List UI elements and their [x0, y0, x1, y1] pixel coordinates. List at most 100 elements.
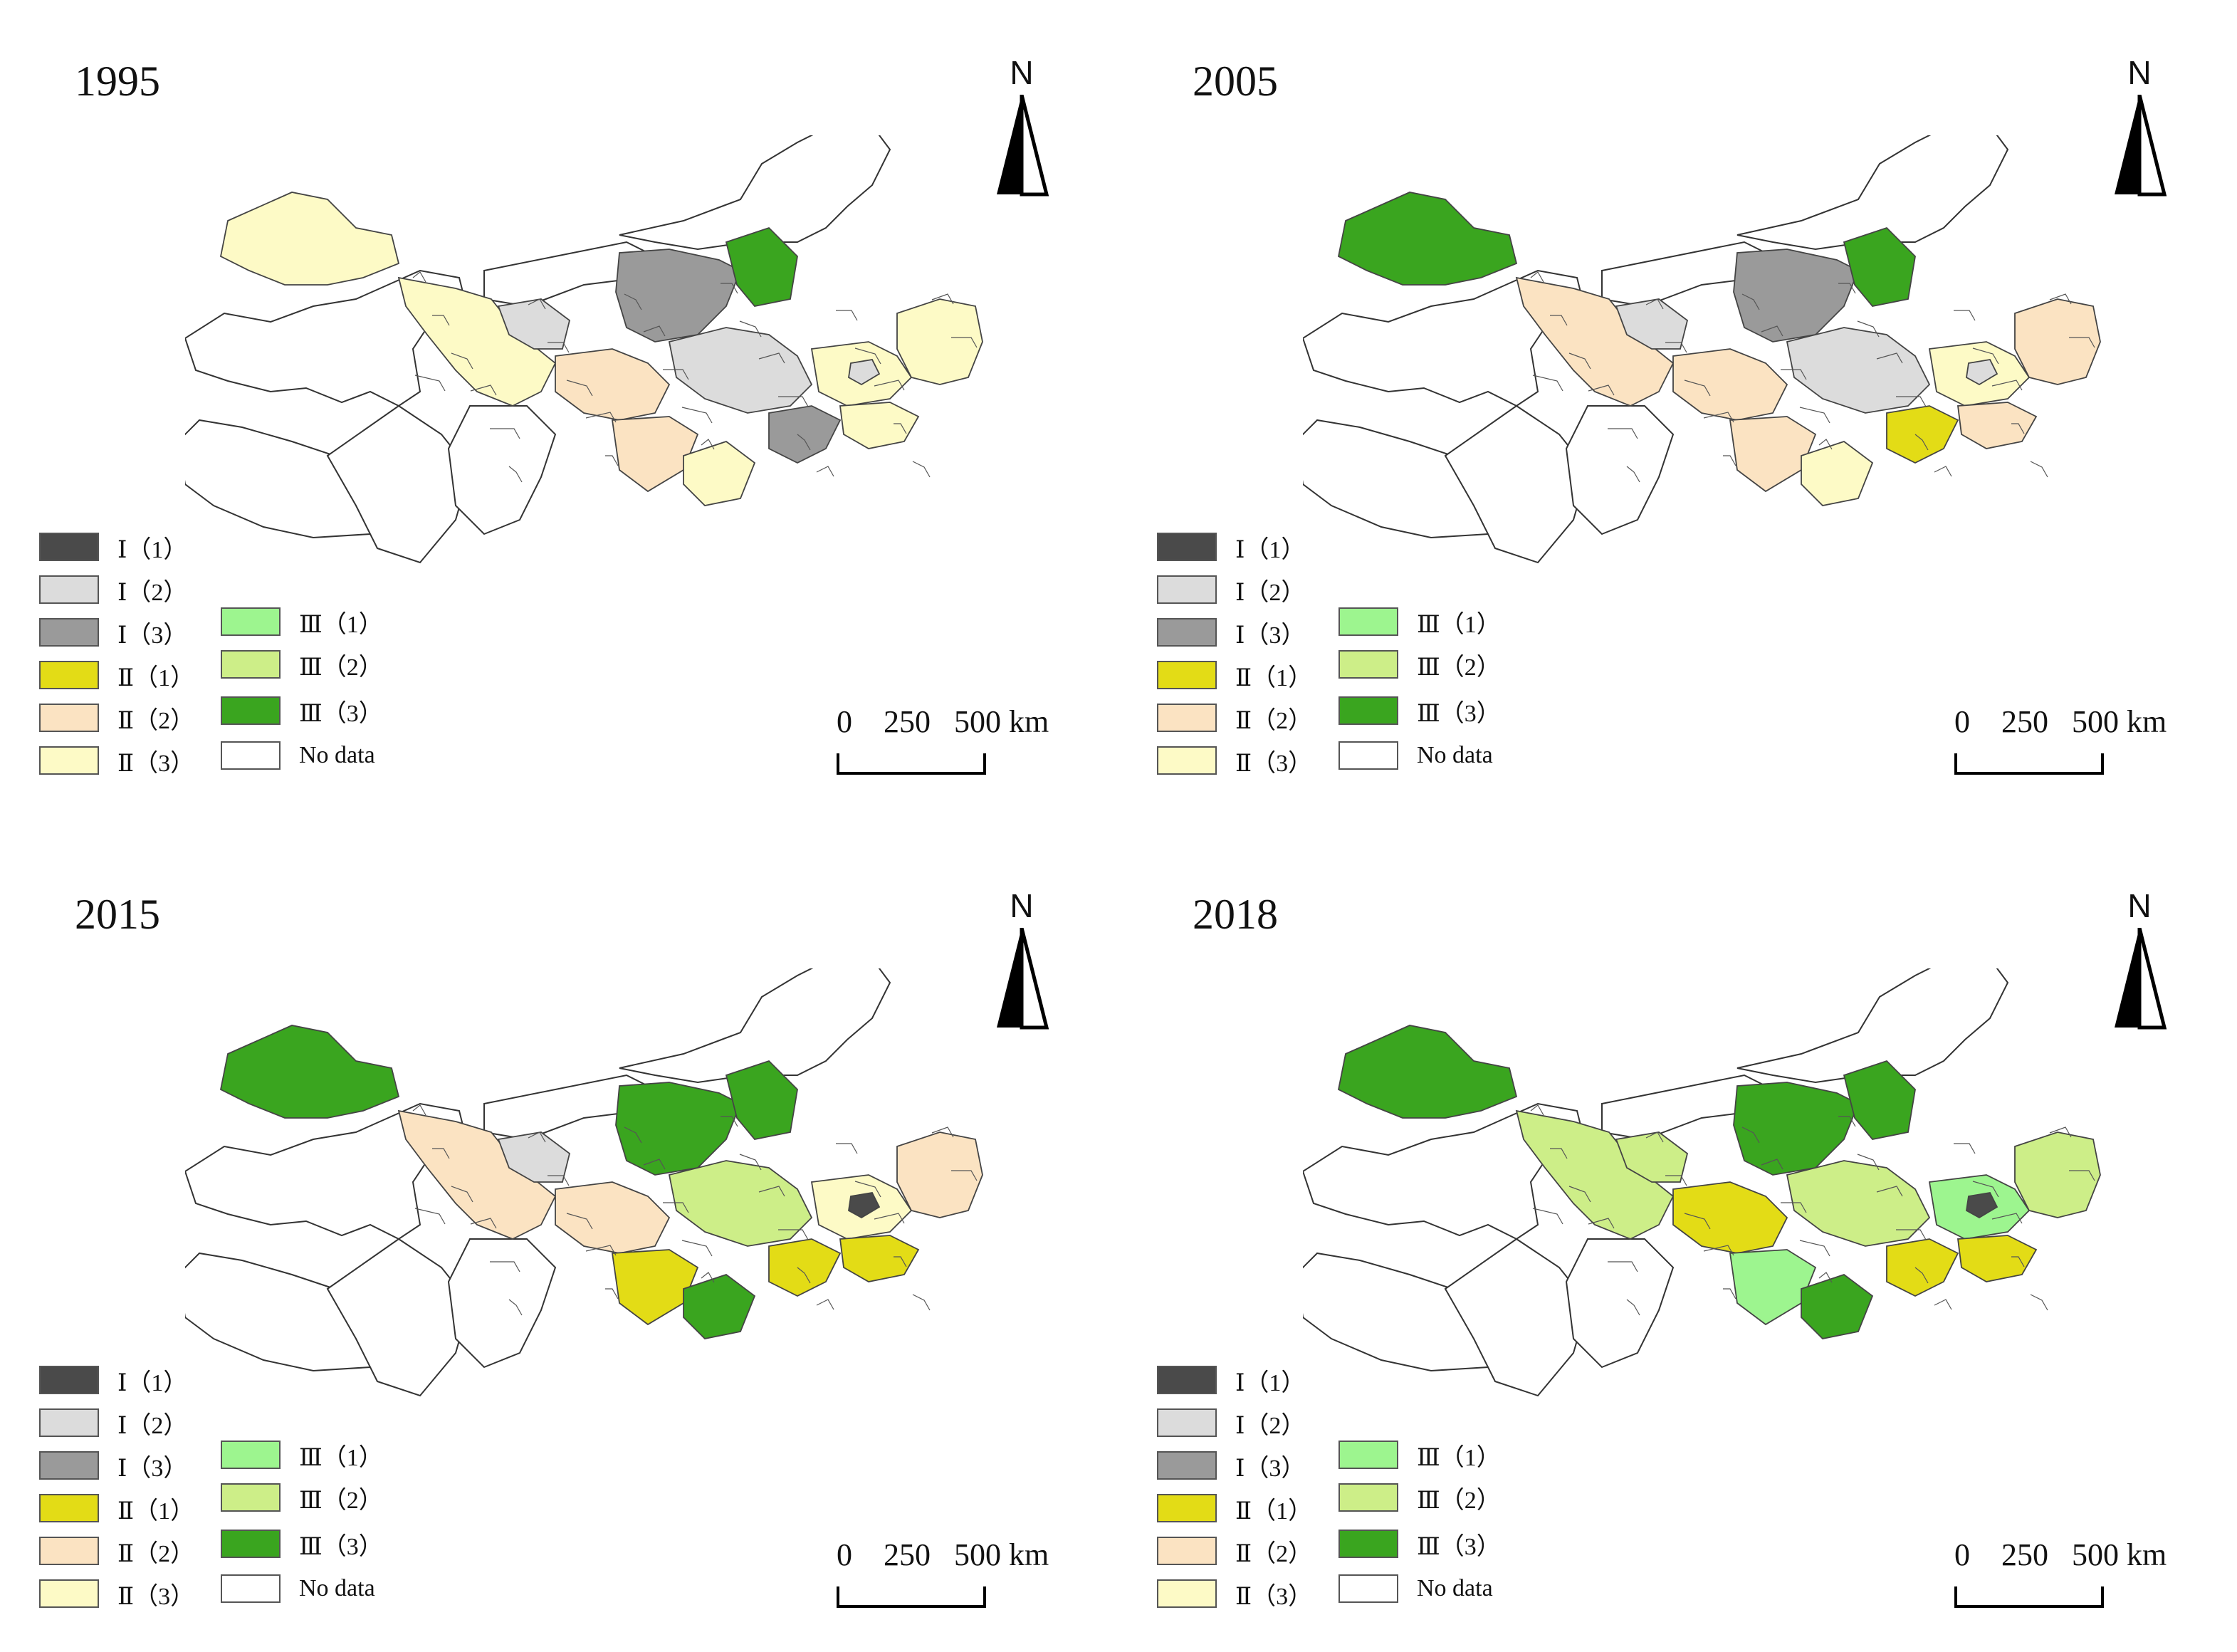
map-region: [1786, 327, 1931, 414]
legend-item: Ⅲ（3）: [1338, 694, 1501, 727]
legend-swatch: [1338, 1483, 1398, 1512]
map-region: [397, 276, 557, 407]
map-boundary: [1857, 1154, 1880, 1171]
map-boundary: [2030, 1294, 2048, 1311]
legend-swatch: [1157, 1451, 1217, 1480]
map-boundary: [721, 283, 738, 294]
legend-label: Ⅲ（1）: [299, 611, 383, 638]
legend-swatch: [39, 704, 99, 732]
map-boundary: [1876, 352, 1903, 364]
map-boundary: [739, 1154, 762, 1171]
map-region-no-data: [1444, 1238, 1589, 1397]
map-boundary: [1972, 1181, 1999, 1198]
region-map: [185, 968, 983, 1397]
map-boundary: [1838, 1116, 1856, 1127]
legend-swatch: [39, 1579, 99, 1608]
map-boundary: [412, 1104, 426, 1116]
legend-label: Ⅲ（2）: [299, 1487, 383, 1514]
map-boundary: [681, 407, 713, 424]
map-boundary: [470, 385, 497, 396]
legend-item: Ⅰ（1）: [1157, 1364, 1305, 1396]
map-panel-1995: 1995 N Ⅰ（1） Ⅰ（2） Ⅰ（3） Ⅱ（1） Ⅱ（2） Ⅱ（3） Ⅲ（1） Ⅲ（2） Ⅲ…: [7, 14, 1111, 819]
legend-item: No data: [221, 1572, 375, 1605]
map-boundary: [1530, 1104, 1544, 1116]
map-boundary: [663, 1202, 689, 1213]
legend-item: Ⅲ（3）: [221, 1527, 383, 1560]
legend-swatch: [221, 741, 281, 770]
map-region: [1886, 1238, 1959, 1297]
map-boundary: [2030, 461, 2048, 478]
year-label: 2005: [1193, 58, 1278, 105]
map-boundary: [1608, 428, 1638, 439]
legend-label: Ⅲ（2）: [1417, 1487, 1501, 1514]
legend-label: Ⅱ（3）: [1235, 1583, 1313, 1610]
legend-item: Ⅱ（1）: [1157, 659, 1312, 691]
map-region: [1337, 1025, 1518, 1119]
north-label: N: [2127, 54, 2152, 91]
scale-label: 0 250 500 km: [837, 1537, 1049, 1572]
map-boundary: [836, 310, 858, 321]
map-boundary: [1741, 293, 1760, 310]
map-boundary: [2049, 1126, 2072, 1138]
map-boundary: [643, 1159, 666, 1170]
map-boundary: [1799, 407, 1830, 424]
map-boundary: [605, 455, 619, 466]
map-region: [848, 1192, 881, 1219]
map-panel-2015: 2015 N Ⅰ（1） Ⅰ（2） Ⅰ（3） Ⅱ（1） Ⅱ（2） Ⅱ（3） Ⅲ（1） Ⅲ（2） Ⅲ…: [7, 847, 1111, 1652]
legend-item: Ⅲ（2）: [221, 1481, 383, 1514]
map-boundary: [1761, 325, 1783, 337]
map-boundary: [874, 1213, 905, 1224]
map-boundary: [490, 1261, 520, 1272]
map-region: [615, 1082, 742, 1176]
map-boundary: [1645, 1131, 1664, 1143]
map-boundary: [854, 347, 881, 365]
map-boundary: [1608, 1261, 1638, 1272]
map-boundary: [1914, 1267, 1929, 1284]
map-boundary: [1972, 347, 1999, 365]
legend-item: Ⅰ（1）: [1157, 530, 1305, 563]
legend-swatch: [39, 746, 99, 775]
map-region: [1337, 192, 1518, 286]
map-boundary: [643, 325, 666, 337]
map-boundary: [2069, 337, 2095, 348]
legend-item: Ⅲ（1）: [1338, 605, 1501, 638]
scale-bar-line: [1954, 1586, 2104, 1608]
map-boundary: [432, 315, 450, 326]
legend-label: Ⅲ（2）: [1417, 654, 1501, 681]
legend-swatch: [1338, 696, 1398, 725]
legend-swatch: [1338, 1441, 1398, 1469]
map-region: [1801, 440, 1874, 506]
north-label: N: [1010, 887, 1034, 924]
map-boundary: [566, 1213, 593, 1230]
north-arrow: N: [2107, 53, 2171, 210]
map-boundary: [585, 1245, 617, 1256]
legend-label: Ⅲ（1）: [1417, 611, 1501, 638]
legend-item: Ⅱ（1）: [39, 1492, 194, 1525]
map-boundary: [758, 352, 785, 364]
map-region: [725, 226, 798, 307]
map-boundary: [2011, 423, 2025, 434]
map-region: [1966, 359, 1998, 386]
legend-label: Ⅰ（3）: [117, 622, 188, 649]
map-boundary: [1665, 1175, 1687, 1186]
map-boundary: [816, 1299, 834, 1310]
map-region-no-data: [447, 1238, 557, 1369]
legend-label: Ⅰ（3）: [1235, 622, 1306, 649]
legend-swatch: [1338, 607, 1398, 636]
map-boundary: [721, 1116, 738, 1127]
scale-bar-line: [1954, 753, 2104, 775]
map-boundary: [836, 1143, 858, 1154]
legend-label: Ⅲ（2）: [299, 654, 383, 681]
map-boundary: [1741, 1126, 1760, 1144]
map-boundary: [451, 1186, 473, 1203]
map-region: [1801, 1273, 1874, 1339]
map-boundary: [412, 271, 426, 283]
map-boundary: [1665, 342, 1687, 353]
legend-item: Ⅲ（3）: [221, 694, 383, 727]
legend-swatch: [39, 1366, 99, 1394]
region-map: [185, 135, 983, 564]
map-region-no-data: [1736, 968, 2009, 1084]
legend-label: Ⅰ（1）: [117, 1369, 188, 1396]
map-boundary: [1934, 466, 1952, 477]
map-boundary: [1896, 396, 1927, 407]
